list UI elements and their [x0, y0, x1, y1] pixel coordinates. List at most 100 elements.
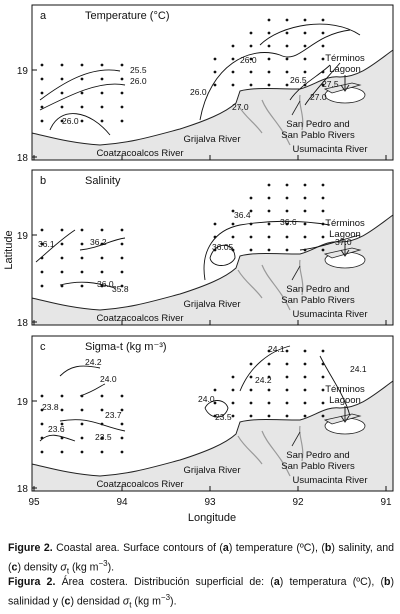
station [303, 362, 307, 366]
station [120, 105, 124, 109]
station [303, 18, 307, 22]
contour-label: 26.5 [290, 75, 307, 85]
station [321, 196, 325, 200]
station [303, 401, 307, 405]
station [80, 77, 84, 81]
station [231, 209, 235, 213]
station [120, 394, 124, 398]
station [60, 119, 64, 123]
station [267, 196, 271, 200]
station [231, 375, 235, 379]
station [321, 183, 325, 187]
station [60, 63, 64, 67]
contour-label: 26.0 [62, 116, 79, 126]
station [321, 388, 325, 392]
station [321, 375, 325, 379]
station [231, 248, 235, 252]
station [120, 422, 124, 426]
station [120, 270, 124, 274]
y-tick-label: 19 [17, 66, 29, 77]
map-panel: b Salinity 36.1 36.2 36.035.8 36.4 36.6 36.05 37… [17, 169, 394, 329]
station [285, 235, 289, 239]
station [120, 284, 124, 288]
contour-label: 24.0 [198, 394, 215, 404]
station [285, 248, 289, 252]
station [80, 408, 84, 412]
station [80, 422, 84, 426]
contour-label: 26.0 [130, 76, 147, 86]
x-tick-label: 95 [28, 497, 40, 508]
station [60, 422, 64, 426]
map-panel: a Temperature (°C)25.526.026.026.026.026.… [17, 4, 394, 164]
station [231, 414, 235, 418]
station [40, 105, 44, 109]
station [285, 18, 289, 22]
station [40, 228, 44, 232]
station [40, 63, 44, 67]
station [40, 422, 44, 426]
station [60, 256, 64, 260]
station [321, 248, 325, 252]
caption-text: c [11, 561, 18, 574]
caption-english: Figure 2. Coastal area. Surface contours… [8, 540, 394, 580]
caption-text: t [66, 566, 70, 576]
station [285, 349, 289, 353]
station [249, 70, 253, 74]
station [321, 18, 325, 22]
panel-title: Salinity [85, 175, 121, 187]
figure: Latitude Longitude a Temperature (°C) 25.5… [3, 4, 394, 524]
caption-text: ). [107, 561, 115, 574]
panel-letter: b [40, 175, 46, 187]
station [60, 284, 64, 288]
place-label: Términos [325, 384, 365, 395]
contour-label: 23.5 [95, 432, 112, 442]
station [267, 349, 271, 353]
place-label: Usumacinta River [293, 475, 368, 486]
station [249, 222, 253, 226]
station [249, 31, 253, 35]
station [120, 119, 124, 123]
station [213, 70, 217, 74]
station [285, 31, 289, 35]
station [40, 119, 44, 123]
contour-label: 23.7 [105, 410, 122, 420]
station [40, 270, 44, 274]
caption-text: ) temperatura (ºC), ( [279, 576, 384, 588]
place-label: Términos [325, 53, 365, 64]
contour-label: 27.0 [310, 92, 327, 102]
station [60, 242, 64, 246]
station [100, 77, 104, 81]
station [249, 388, 253, 392]
station [267, 57, 271, 61]
contour-lines [39, 345, 351, 442]
station [285, 388, 289, 392]
station [303, 183, 307, 187]
contour-label: 26.0 [240, 55, 257, 65]
station [213, 248, 217, 252]
station [100, 256, 104, 260]
station [231, 222, 235, 226]
place-label: San Pablo Rivers [281, 461, 355, 472]
caption-text: Figura 2. [8, 576, 56, 588]
station [267, 414, 271, 418]
station [267, 388, 271, 392]
station [303, 57, 307, 61]
station [267, 209, 271, 213]
caption-text: σ [122, 595, 130, 608]
panel-title: Sigma-t (kg m⁻³) [85, 341, 167, 353]
station [60, 436, 64, 440]
caption-text: c [64, 595, 71, 608]
caption-text: Figure 2. [8, 542, 53, 554]
contour-label: 37.0 [335, 237, 352, 247]
station [285, 83, 289, 87]
map-panel: c Sigma-t (kg m⁻³) 24.2 24.0 23.8 23.7 23.6 23.… [17, 335, 394, 495]
station [303, 248, 307, 252]
station [321, 222, 325, 226]
station [249, 375, 253, 379]
station [267, 183, 271, 187]
contour-label: 27.0 [232, 102, 249, 112]
place-label: Coatzacoalcos River [96, 479, 183, 490]
panel-letter: a [40, 10, 47, 22]
station [40, 436, 44, 440]
